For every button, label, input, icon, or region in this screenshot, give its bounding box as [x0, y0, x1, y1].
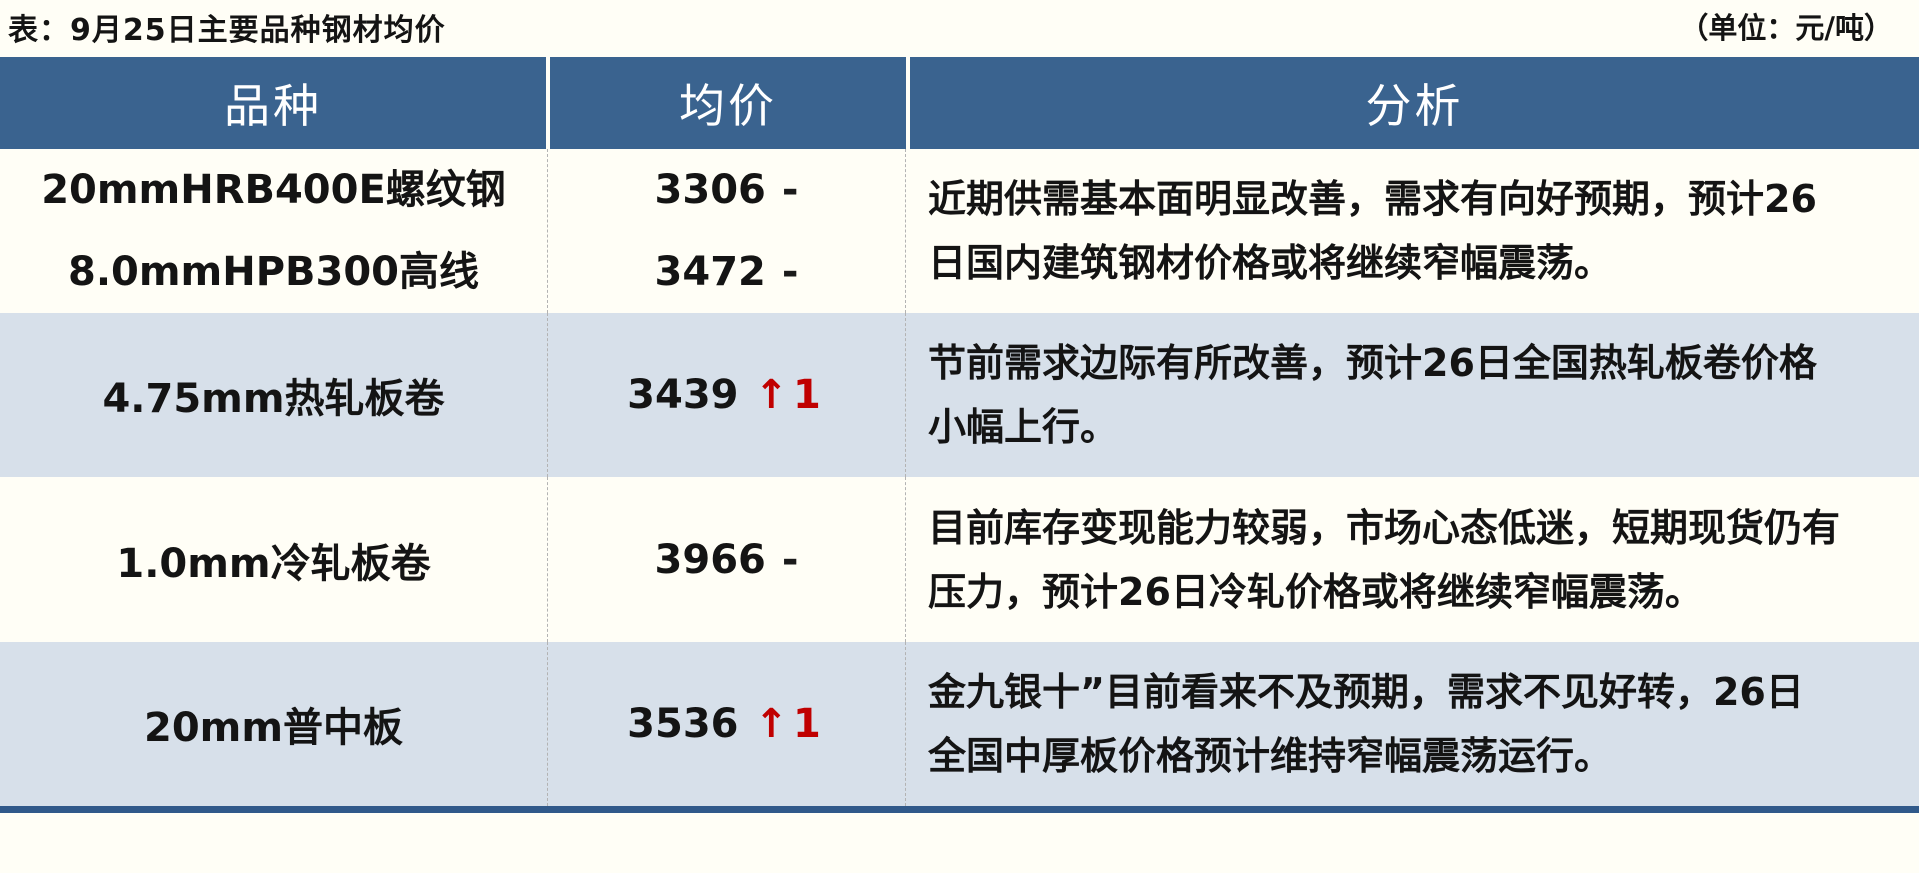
- price-change: ↑1: [754, 701, 826, 747]
- variety-name: 1.0mm冷轧板卷: [116, 540, 431, 587]
- header-cell-variety: 品种: [0, 57, 546, 149]
- price-change: -: [781, 167, 799, 213]
- unit-label: （单位：元/吨）: [1679, 11, 1893, 45]
- price-value: 3472-: [654, 249, 799, 295]
- price-change: ↑1: [754, 372, 826, 418]
- price-value: 3306-: [654, 167, 799, 213]
- variety-name: 20mmHRB400E螺纹钢: [41, 167, 506, 213]
- price-value: 3439 ↑1: [627, 372, 826, 418]
- variety-name: 4.75mm热轧板卷: [102, 376, 445, 422]
- header-cell-analysis: 分析: [910, 57, 1919, 149]
- table-bottom-border: [0, 806, 1919, 813]
- price-value: 3536 ↑1: [627, 701, 826, 747]
- steel-price-table: 品种 均价 分析 20mmHRB400E螺纹钢 8.0mmHPB300高线 33…: [0, 57, 1919, 813]
- table-row-cold-rolled-coil: 1.0mm冷轧板卷 3966- 目前库存变现能力较弱，市场心态低迷，短期现货仍有…: [0, 477, 1919, 642]
- header-cell-avg-price: 均价: [550, 57, 906, 149]
- caption-bar: 表：9月25日主要品种钢材均价 （单位：元/吨）: [0, 0, 1919, 57]
- price-change: -: [781, 536, 799, 583]
- variety-name: 8.0mmHPB300高线: [68, 249, 479, 295]
- analysis-text: 目前库存变现能力较弱，市场心态低迷，短期现货仍有 压力，预计26日冷轧价格或将继…: [928, 505, 1841, 614]
- table-caption: 表：9月25日主要品种钢材均价: [8, 13, 446, 48]
- price-change: -: [781, 249, 799, 295]
- table-row-medium-plate: 20mm普中板 3536 ↑1 金九银十”目前看来不及预期，需求不见好转，26日 …: [0, 642, 1919, 806]
- analysis-text: 金九银十”目前看来不及预期，需求不见好转，26日 全国中厚板价格预计维持窄幅震荡…: [928, 670, 1804, 778]
- price-value: 3966-: [654, 536, 799, 583]
- table-header-row: 品种 均价 分析: [0, 57, 1919, 149]
- table-row-hot-rolled-coil: 4.75mm热轧板卷 3439 ↑1 节前需求边际有所改善，预计26日全国热轧板卷…: [0, 313, 1919, 477]
- variety-name: 20mm普中板: [143, 705, 404, 751]
- analysis-text: 近期供需基本面明显改善，需求有向好预期，预计26 日国内建筑钢材价格或将继续窄幅…: [928, 177, 1817, 285]
- table-row-rebar-wirerod: 20mmHRB400E螺纹钢 8.0mmHPB300高线 3306- 3472-…: [0, 149, 1919, 313]
- analysis-text: 节前需求边际有所改善，预计26日全国热轧板卷价格 小幅上行。: [928, 341, 1817, 449]
